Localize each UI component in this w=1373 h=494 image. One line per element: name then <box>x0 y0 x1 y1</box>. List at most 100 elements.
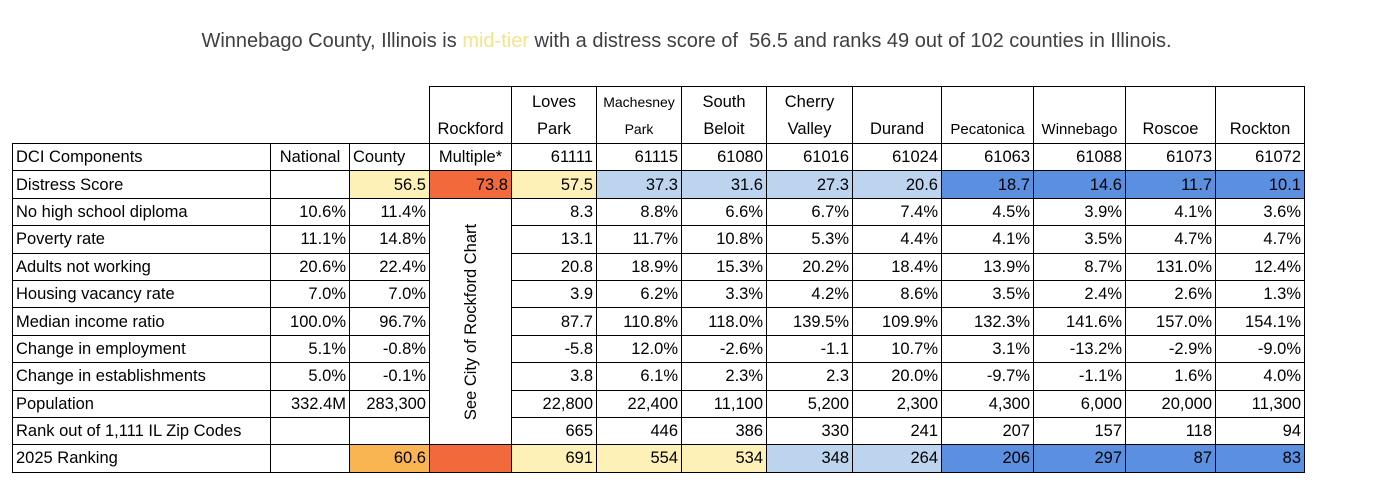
zip-value: 3.1% <box>941 334 1034 364</box>
col-zip: 61063 <box>941 142 1034 172</box>
zip-value: 14.6 <box>1033 170 1126 199</box>
zip-value: 264 <box>852 444 942 473</box>
column-header-row: DCI Components National County Multiple*… <box>12 142 1305 172</box>
zip-value: 15.3% <box>681 252 767 281</box>
zip-value: 6.2% <box>596 279 682 309</box>
zip-value: 8.6% <box>852 279 942 309</box>
col-zip: 61073 <box>1125 142 1216 172</box>
zip-value: 3.6% <box>1215 197 1305 227</box>
zip-value: 11,300 <box>1215 389 1305 418</box>
zip-value: 206 <box>941 444 1034 473</box>
header-text: Cherry Valley <box>784 93 835 138</box>
zip-value: 5,200 <box>766 389 853 418</box>
headline: Winnebago County, Illinois is mid-tier w… <box>0 30 1373 53</box>
header-text: Winnebago <box>1041 121 1118 138</box>
county-value: -0.8% <box>349 334 430 364</box>
header-winnebago: Winnebago <box>1033 86 1126 144</box>
zip-value: 297 <box>1033 444 1126 473</box>
row-label: Median income ratio <box>12 307 271 336</box>
zip-value: 6,000 <box>1033 389 1126 418</box>
rockford-note-cell: See City of Rockford Chart <box>429 197 512 446</box>
table-row: Distress Score 56.5 73.8 57.5 37.3 31.6 27.3 20… <box>12 170 1305 199</box>
zip-value: 2,300 <box>852 389 942 418</box>
zip-value: 5.3% <box>766 225 853 254</box>
national-value: 11.1% <box>270 225 350 254</box>
zip-value: 20.2% <box>766 252 853 281</box>
zip-value: -9.7% <box>941 362 1034 391</box>
zip-value: 6.1% <box>596 362 682 391</box>
county-value: 96.7% <box>349 307 430 336</box>
dci-table: Rockford Loves Park Machesney Park South… <box>12 86 1305 473</box>
row-label: Adults not working <box>12 252 271 281</box>
zip-value: 348 <box>766 444 853 473</box>
county-value: 11.4% <box>349 197 430 227</box>
header-text: Loves Park <box>531 93 577 138</box>
zip-value: -2.6% <box>681 334 767 364</box>
national-value: 7.0% <box>270 279 350 309</box>
zip-value: 241 <box>852 416 942 446</box>
zip-value: 8.7% <box>1033 252 1126 281</box>
col-components: DCI Components <box>12 142 271 172</box>
zip-value: 10.7% <box>852 334 942 364</box>
zip-value: 3.5% <box>1033 225 1126 254</box>
header-cherry-valley: Cherry Valley <box>766 86 853 144</box>
zip-value: 8.3 <box>511 197 597 227</box>
row-label: Rank out of 1,111 IL Zip Codes <box>12 416 271 446</box>
table-row: Adults not working 20.6% 22.4% 20.8 18.9% 15.… <box>12 252 1305 281</box>
zip-value: 12.0% <box>596 334 682 364</box>
county-value: 22.4% <box>349 252 430 281</box>
zip-value: 57.5 <box>511 170 597 199</box>
zip-value: 4.7% <box>1215 225 1305 254</box>
header-loves-park: Loves Park <box>511 86 597 144</box>
zip-value: -9.0% <box>1215 334 1305 364</box>
zip-value: 94 <box>1215 416 1305 446</box>
zip-value: 27.3 <box>766 170 853 199</box>
headline-suffix: with a distress score of 56.5 and ranks … <box>528 30 1172 52</box>
zip-value: 18.9% <box>596 252 682 281</box>
zip-value: 534 <box>681 444 767 473</box>
zip-value: 10.8% <box>681 225 767 254</box>
zip-value: 83 <box>1215 444 1305 473</box>
table-row: Population 332.4M 283,300 22,800 22,400 11,10… <box>12 389 1305 418</box>
zip-value: 2.3% <box>681 362 767 391</box>
zip-value: 87 <box>1125 444 1216 473</box>
zip-value: 12.4% <box>1215 252 1305 281</box>
zip-value: 4.1% <box>941 225 1034 254</box>
header-cell-empty <box>350 87 430 144</box>
rockford-note: See City of Rockford Chart <box>461 223 480 420</box>
zip-value: 118 <box>1125 416 1216 446</box>
zip-value: 18.4% <box>852 252 942 281</box>
zip-value: 11.7% <box>596 225 682 254</box>
zip-value: 2.3 <box>766 362 853 391</box>
col-zip: 61072 <box>1215 142 1305 172</box>
col-zip: 61024 <box>852 142 942 172</box>
zip-value: 139.5% <box>766 307 853 336</box>
col-zip: 61080 <box>681 142 767 172</box>
zip-value: 87.7 <box>511 307 597 336</box>
header-cell-empty <box>13 87 271 144</box>
zip-value: -1.1 <box>766 334 853 364</box>
headline-tier: mid-tier <box>462 30 529 52</box>
zip-value: 4.4% <box>852 225 942 254</box>
zip-value: 18.7 <box>941 170 1034 199</box>
zip-value: 446 <box>596 416 682 446</box>
zip-value: 3.8 <box>511 362 597 391</box>
row-label: Poverty rate <box>12 225 271 254</box>
zip-value: 37.3 <box>596 170 682 199</box>
county-value: 7.0% <box>349 279 430 309</box>
header-durand: Durand <box>852 86 942 144</box>
zip-value: 22,800 <box>511 389 597 418</box>
zip-value: 4,300 <box>941 389 1034 418</box>
col-zip: 61111 <box>511 142 597 172</box>
zip-value: 2.6% <box>1125 279 1216 309</box>
row-label: Change in establishments <box>12 362 271 391</box>
zip-value: 20.8 <box>511 252 597 281</box>
zip-value: 2.4% <box>1033 279 1126 309</box>
zip-value: 207 <box>941 416 1034 446</box>
zip-value: 157 <box>1033 416 1126 446</box>
county-value: -0.1% <box>349 362 430 391</box>
row-label: Distress Score <box>12 170 271 199</box>
row-label: Population <box>12 389 271 418</box>
header-cell-empty <box>271 87 350 144</box>
headline-prefix: Winnebago County, Illinois is <box>201 30 463 52</box>
